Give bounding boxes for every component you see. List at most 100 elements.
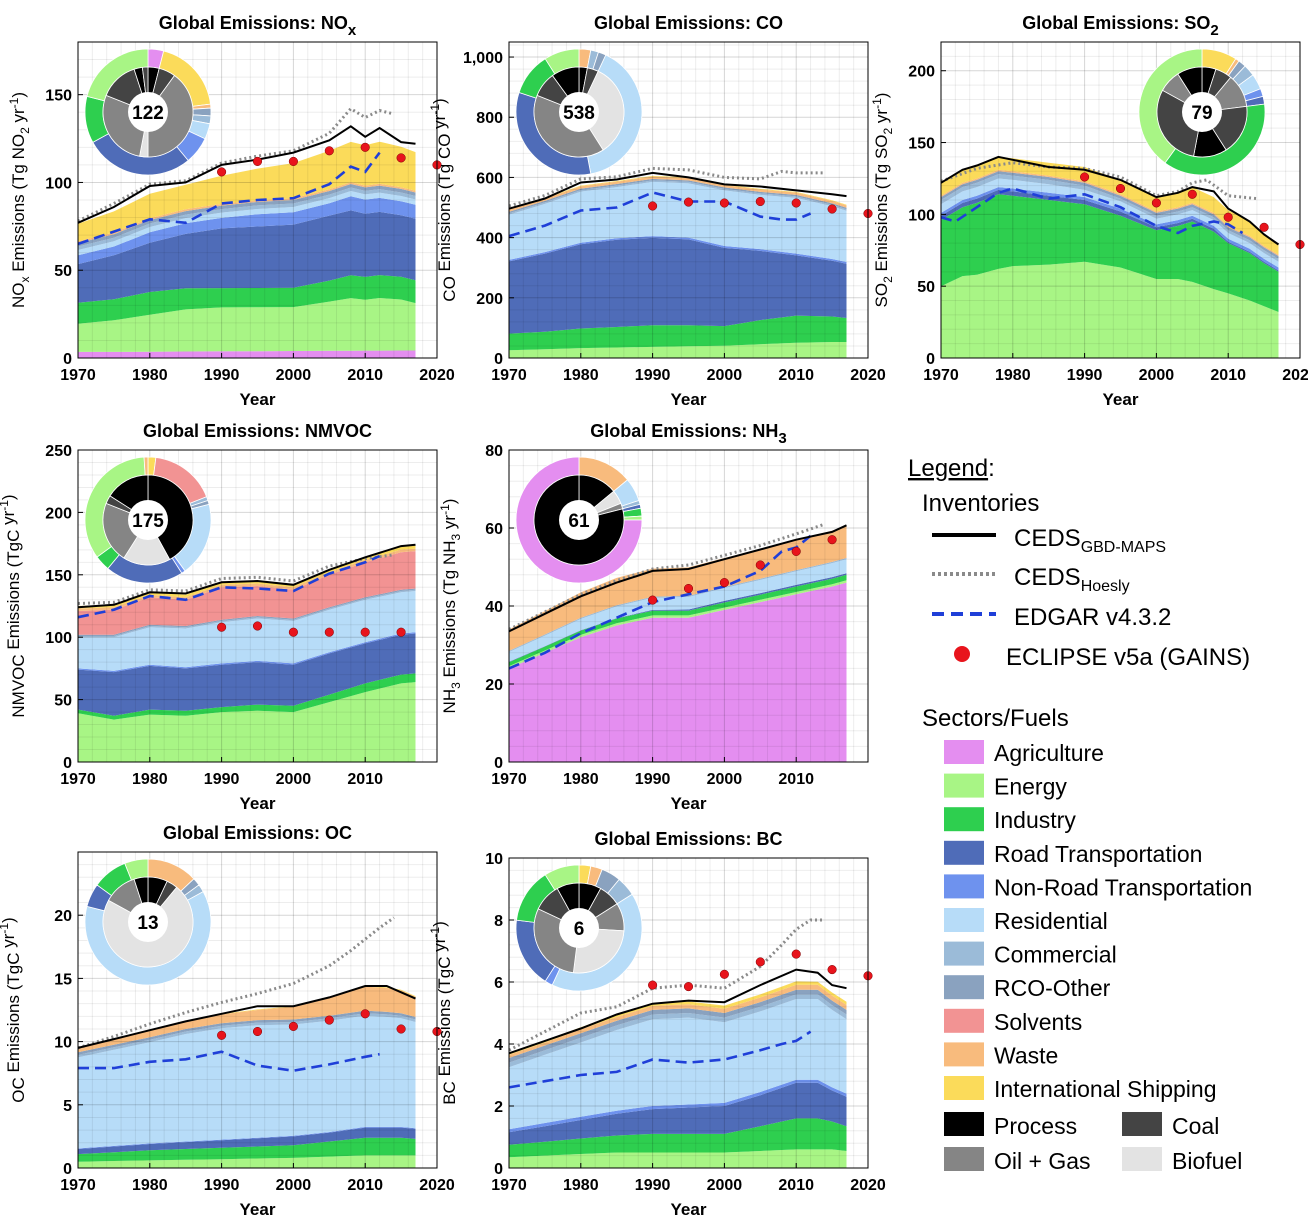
x-tick-label: 1990 bbox=[635, 367, 671, 384]
area-waste bbox=[509, 525, 847, 651]
legend-label-international-shipping: International Shipping bbox=[994, 1076, 1217, 1102]
eclipse-point bbox=[396, 153, 406, 163]
pie-center bbox=[559, 92, 599, 132]
x-tick-label: 1990 bbox=[635, 1177, 671, 1194]
pie-center bbox=[128, 92, 168, 132]
eclipse-point bbox=[396, 627, 406, 637]
y-tick-label: 100 bbox=[45, 630, 72, 647]
eclipse-point bbox=[288, 1021, 298, 1031]
eclipse-point bbox=[288, 627, 298, 637]
x-tick-label: 1980 bbox=[132, 771, 168, 788]
area-energy bbox=[509, 580, 847, 669]
x-tick-label: 2020 bbox=[850, 367, 886, 384]
eclipse-point bbox=[1187, 189, 1197, 199]
legend-swatch-commercial bbox=[944, 941, 984, 966]
line-edgar bbox=[508, 1030, 812, 1089]
x-tick-label: 1990 bbox=[204, 1177, 240, 1194]
x-tick-label: 1980 bbox=[132, 1177, 168, 1194]
eclipse-point bbox=[719, 198, 729, 208]
legend-label-rco-other: RCO-Other bbox=[994, 975, 1111, 1001]
y-tick-label: 150 bbox=[45, 88, 72, 105]
pie-total-label: 61 bbox=[568, 511, 590, 532]
legend-eclipse: ECLIPSE v5a (GAINS) bbox=[1006, 644, 1250, 671]
x-tick-label: 2020 bbox=[1282, 367, 1308, 384]
eclipse-point bbox=[360, 142, 370, 152]
eclipse-point bbox=[827, 965, 837, 975]
line-ceds-hoesly bbox=[77, 553, 395, 605]
x-tick-label: 1990 bbox=[204, 771, 240, 788]
x-tick-label: 1970 bbox=[923, 367, 959, 384]
x-tick-label: 2020 bbox=[850, 1177, 886, 1194]
x-tick-label: 2000 bbox=[276, 771, 312, 788]
chart-title: Global Emissions: NH3 bbox=[590, 421, 786, 447]
area-commercial bbox=[509, 180, 847, 215]
y-tick-label: 50 bbox=[917, 279, 935, 296]
area-waste bbox=[509, 176, 847, 212]
legend-swatch-energy bbox=[944, 773, 984, 798]
x-tick-label: 2000 bbox=[276, 367, 312, 384]
legend-label-biofuel: Biofuel bbox=[1172, 1148, 1242, 1174]
eclipse-point bbox=[648, 980, 658, 990]
y-tick-label: 80 bbox=[485, 443, 503, 460]
x-axis-label: Year bbox=[240, 794, 276, 813]
y-tick-label: 200 bbox=[476, 291, 503, 308]
legend-title: Legend: bbox=[908, 455, 995, 482]
area-rco bbox=[509, 178, 847, 214]
area-industry bbox=[941, 194, 1279, 312]
y-tick-label: 0 bbox=[494, 1161, 503, 1178]
chart-title: Global Emissions: SO2 bbox=[1022, 13, 1218, 39]
x-tick-label: 1970 bbox=[491, 1177, 527, 1194]
y-tick-label: 250 bbox=[45, 443, 72, 460]
area-energy bbox=[78, 682, 416, 762]
pie-total-label: 122 bbox=[132, 103, 164, 124]
pie-center bbox=[1182, 92, 1222, 132]
eclipse-point bbox=[252, 621, 263, 631]
x-axis-label: Year bbox=[671, 1200, 707, 1219]
area-nonroad bbox=[78, 196, 416, 265]
area-agriculture bbox=[509, 582, 847, 762]
pie-total-label: 175 bbox=[132, 511, 164, 532]
pie-inset: 13 bbox=[84, 858, 212, 986]
y-tick-label: 50 bbox=[54, 263, 72, 280]
y-tick-label: 150 bbox=[908, 136, 935, 153]
y-tick-label: 8 bbox=[494, 913, 503, 930]
chart-title: Global Emissions: BC bbox=[594, 829, 782, 849]
legend-inventories-heading: Inventories bbox=[922, 490, 1039, 517]
x-tick-label: 2020 bbox=[419, 1177, 455, 1194]
eclipse-point bbox=[791, 198, 801, 208]
y-tick-label: 200 bbox=[45, 505, 72, 522]
x-tick-label: 2000 bbox=[707, 367, 743, 384]
x-tick-label: 2010 bbox=[347, 771, 383, 788]
area-road bbox=[78, 1127, 416, 1155]
x-tick-label: 2000 bbox=[1139, 367, 1175, 384]
line-ceds-hoesly bbox=[508, 166, 825, 208]
panel-oc: 1970 1980 1990 2000 2010 2020 0 5 10 15 20 Year Glob… bbox=[0, 823, 455, 1219]
y-tick-label: 200 bbox=[908, 64, 935, 81]
eclipse-point bbox=[324, 627, 334, 637]
x-tick-label: 2010 bbox=[778, 367, 814, 384]
x-tick-label: 1970 bbox=[60, 771, 96, 788]
eclipse-point bbox=[324, 146, 334, 156]
eclipse-point bbox=[252, 156, 263, 166]
x-tick-label: 2000 bbox=[707, 771, 743, 788]
area-waste bbox=[941, 169, 1279, 256]
y-tick-label: 20 bbox=[485, 677, 503, 694]
eclipse-point bbox=[755, 560, 765, 570]
eclipse-point bbox=[1080, 172, 1090, 182]
pie-outer-slice-waste bbox=[143, 456, 149, 476]
panel-co: 1970 1980 1990 2000 2010 2020 0 200 400 600 800 1,0… bbox=[428, 13, 886, 409]
y-tick-label: 40 bbox=[485, 599, 503, 616]
eclipse-point bbox=[827, 535, 837, 545]
legend-swatch-process bbox=[944, 1112, 984, 1136]
legend-edgar: EDGAR v4.3.2 bbox=[1014, 604, 1171, 631]
area-industry bbox=[509, 315, 847, 351]
legend: Legend: Inventories CEDSGBD-MAPS CEDSHoe… bbox=[908, 455, 1252, 1174]
area-industry bbox=[509, 1118, 847, 1158]
eclipse-point bbox=[217, 167, 227, 177]
pie-inset: 538 bbox=[515, 48, 643, 176]
chart-panels: 1970 1980 1990 2000 2010 2020050100150YearGlo… bbox=[0, 13, 1308, 1219]
legend-swatch-agriculture bbox=[944, 740, 984, 764]
legend-label-agriculture: Agriculture bbox=[994, 740, 1104, 766]
y-axis-label: OC Emissions (TgC yr-1) bbox=[0, 917, 28, 1102]
legend-label-road-transportation: Road Transportation bbox=[994, 841, 1202, 867]
